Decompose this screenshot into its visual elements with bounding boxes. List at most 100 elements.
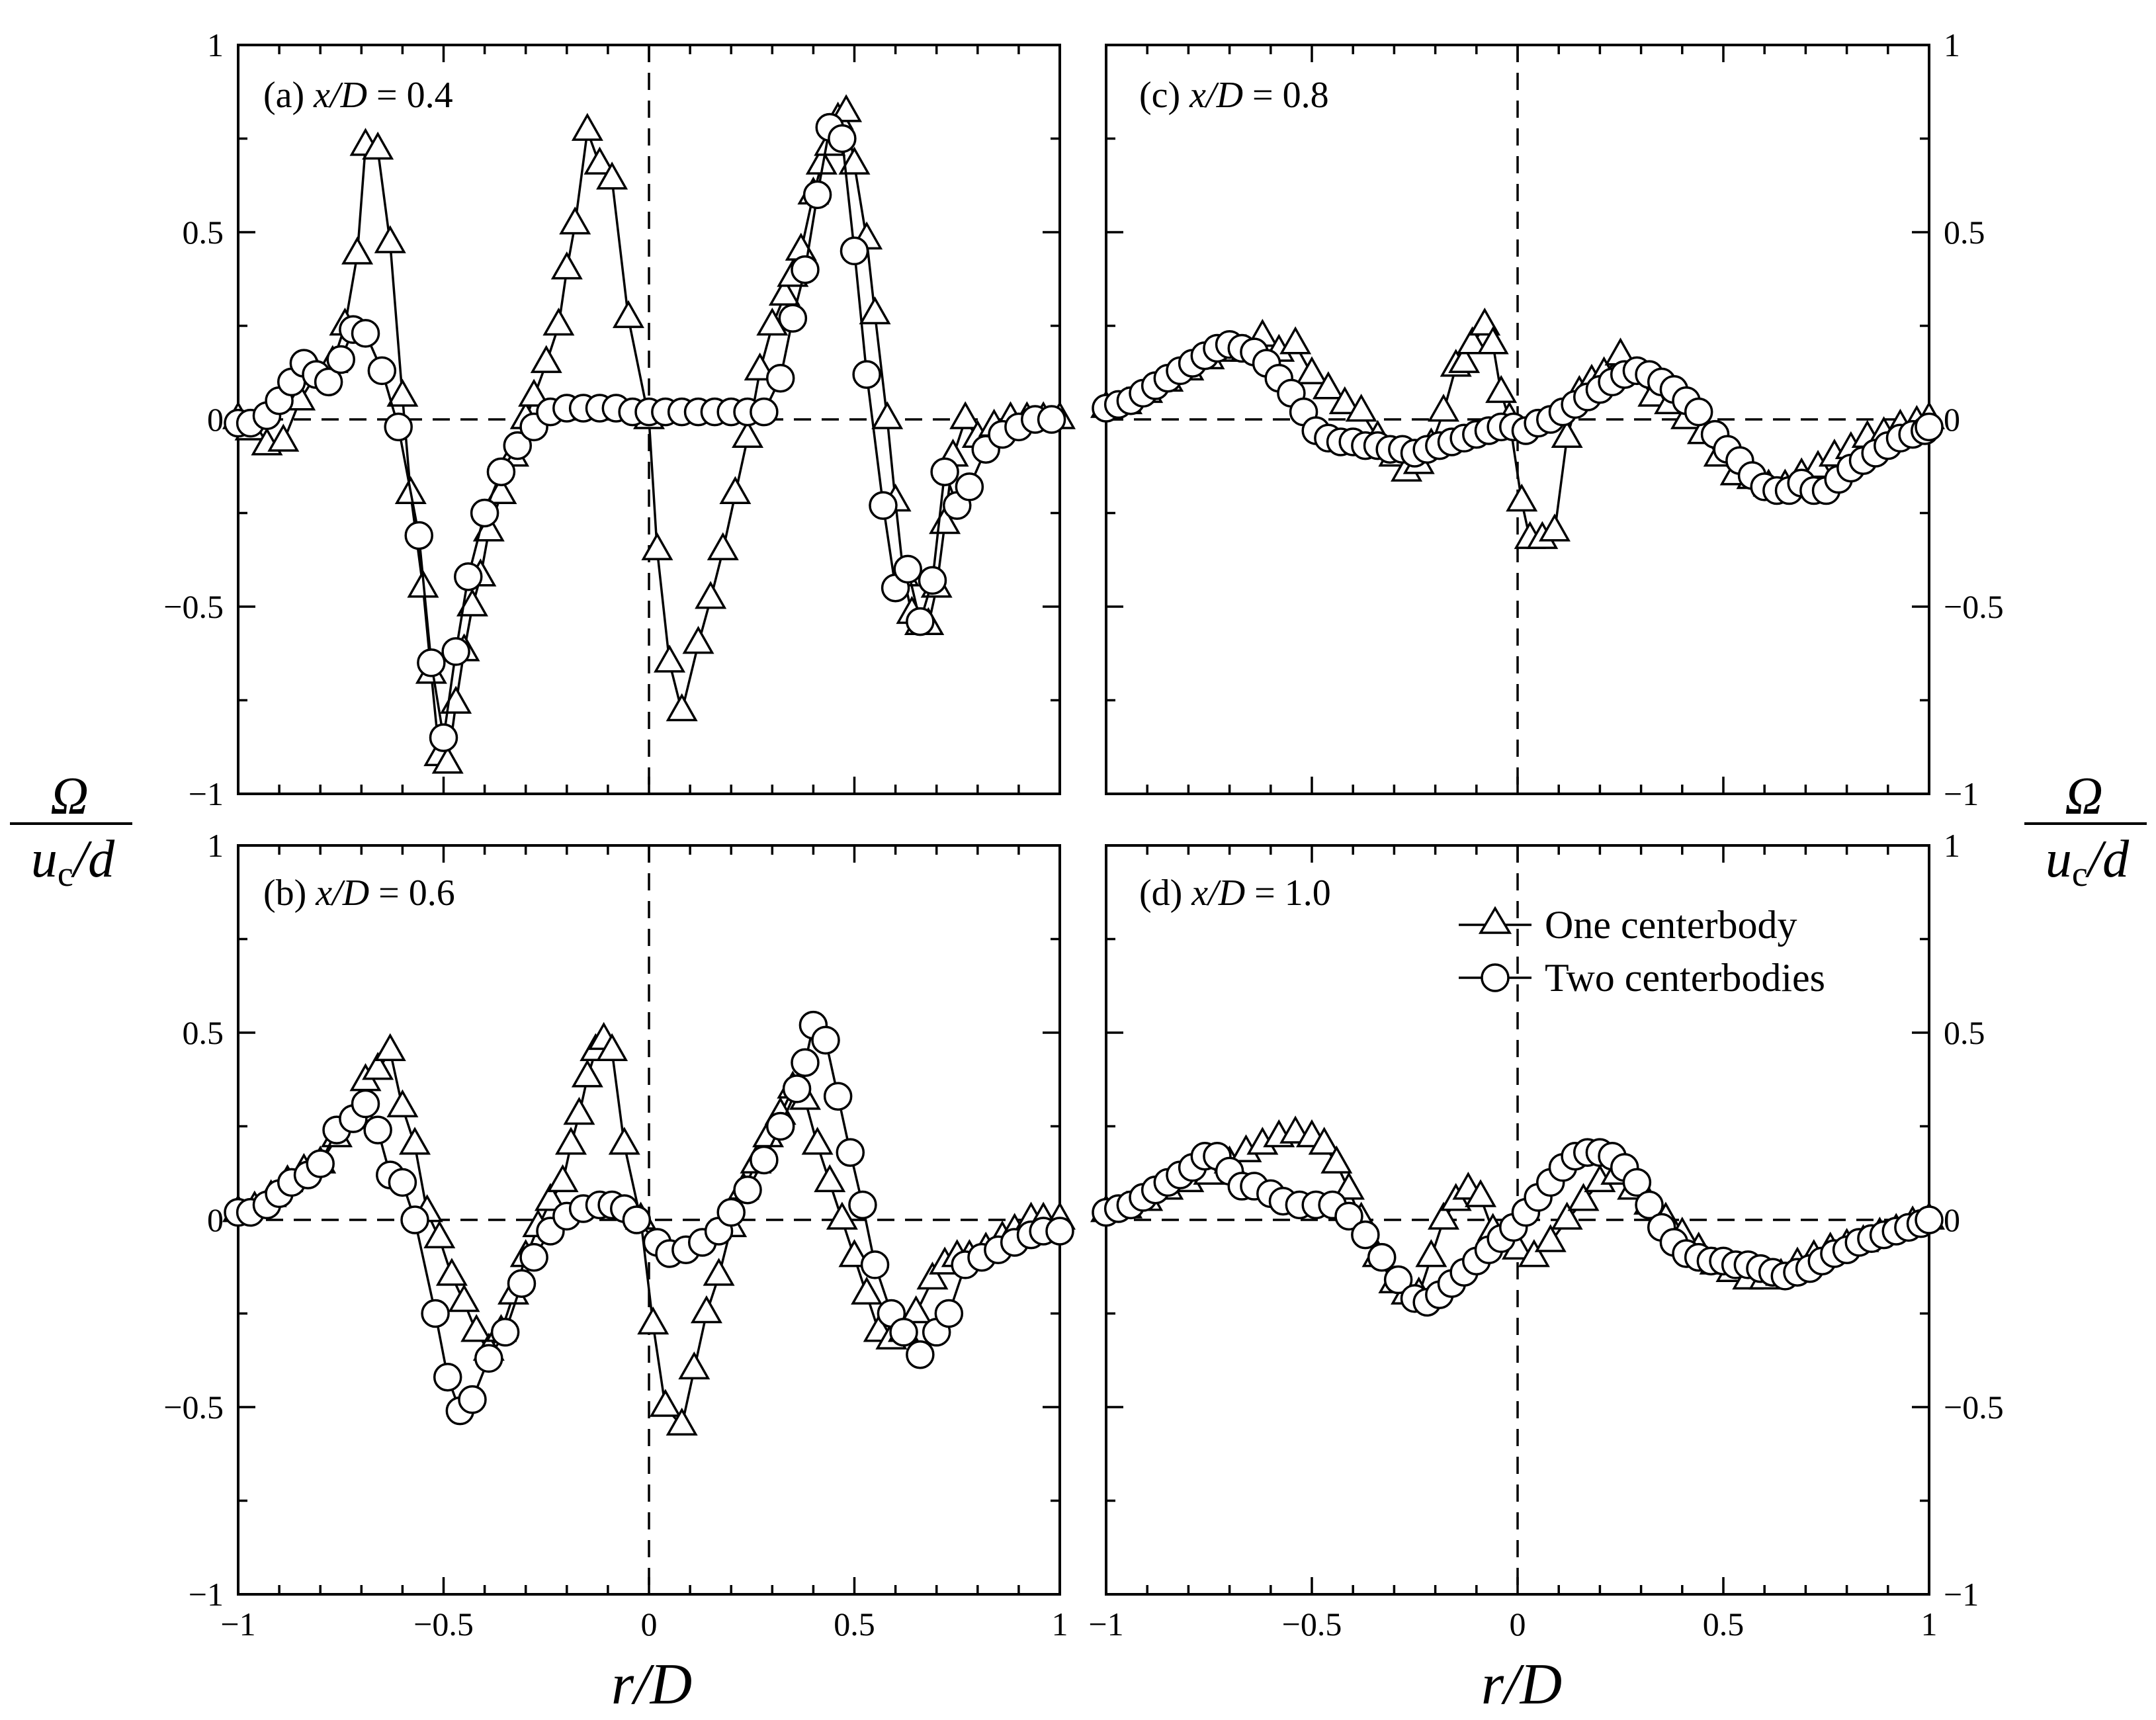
data-point-triangle: [460, 1314, 493, 1342]
data-point-circle: [1915, 1205, 1944, 1234]
data-point-circle: [404, 521, 433, 550]
series-circle: [1092, 330, 1944, 505]
data-point-circle: [306, 1149, 335, 1178]
data-point-circle: [930, 457, 959, 486]
y-tick-label: 1: [1944, 26, 1960, 64]
data-point-triangle: [1518, 1239, 1550, 1268]
panel-label-prefix: (c): [1139, 75, 1189, 116]
data-point-triangle: [386, 1089, 419, 1117]
data-point-circle: [314, 367, 343, 397]
y-tick-label: 0: [207, 401, 224, 438]
y-tick-label: −1: [189, 1576, 224, 1613]
x-tick-label: 1: [1921, 1606, 1938, 1643]
x-tick-label: −1: [220, 1606, 255, 1643]
data-point-triangle: [563, 1096, 595, 1125]
data-point-circle: [791, 1048, 820, 1078]
data-point-triangle: [1332, 1172, 1365, 1200]
panel-b: 1 0.5 0 −0.5 −1−1 −0.5 0 0.5 1 (b) x/D = 0.6: [163, 827, 1076, 1643]
data-point-circle: [1367, 1242, 1397, 1272]
y-axis-title-right-denominator: uc/d: [2046, 830, 2130, 894]
data-point-triangle: [900, 1295, 932, 1324]
panel-c: 1 0.5 0 −0.5 −1 (c) x/D = 0.8: [1090, 26, 2004, 812]
panel-label-variable: x/D: [313, 75, 367, 116]
data-point-circle: [893, 554, 922, 584]
data-point-circle: [782, 1074, 812, 1103]
data-point-circle: [836, 1138, 865, 1167]
data-point-triangle: [546, 1164, 579, 1193]
y-tick-label: −1: [1944, 775, 1979, 812]
legend-entry-one-centerbody: One centerbody: [1459, 903, 1797, 947]
data-point-triangle: [530, 345, 562, 373]
data-point-circle: [490, 1318, 520, 1347]
data-point-triangle: [1567, 1183, 1600, 1211]
data-point-triangle: [1469, 307, 1501, 336]
data-point-triangle: [456, 588, 488, 617]
data-point-triangle: [1538, 513, 1571, 542]
data-point-circle: [750, 1145, 779, 1175]
data-point-triangle: [542, 307, 575, 336]
data-point-circle: [441, 637, 470, 666]
data-point-circle: [889, 1318, 918, 1347]
data-point-triangle: [838, 146, 871, 175]
x-axis-title-left: r/D: [611, 1653, 692, 1717]
panel-label: (a) x/D = 0.4: [263, 75, 453, 116]
data-point-triangle: [1477, 326, 1509, 355]
panel-label-prefix: (a): [263, 75, 314, 116]
data-point-triangle: [654, 644, 686, 673]
data-point-circle: [470, 498, 499, 528]
data-point-circle: [840, 236, 869, 266]
panel-label-variable: x/D: [1189, 75, 1243, 116]
data-point-triangle: [596, 1033, 628, 1062]
data-point-circle: [417, 648, 446, 677]
y-tick-label: −0.5: [1944, 588, 2004, 625]
y-axis-title-right: Ω uc/d: [2024, 767, 2147, 894]
panel-label-value: = 0.4: [367, 75, 453, 116]
x-tick-label: −1: [1088, 1606, 1123, 1643]
data-point-circle: [1045, 1217, 1074, 1246]
data-point-triangle: [386, 378, 419, 407]
y-tick-label: 1: [1944, 827, 1960, 864]
data-point-triangle: [596, 161, 628, 190]
data-point-circle: [733, 1175, 762, 1205]
y-tick-label: 0.5: [183, 214, 224, 251]
panel-label-prefix: (b): [263, 873, 316, 914]
legend-label-one-centerbody: One centerbody: [1545, 903, 1797, 947]
data-point-triangle: [341, 236, 374, 265]
data-point-circle: [400, 1205, 429, 1234]
x-tick-label: 0: [1510, 1606, 1526, 1643]
data-point-circle: [367, 356, 397, 386]
y-tick-label: 0.5: [1944, 214, 1985, 251]
data-point-triangle: [608, 1127, 640, 1155]
data-point-triangle: [362, 1052, 394, 1080]
data-point-circle: [716, 1197, 746, 1227]
data-point-triangle: [801, 1127, 834, 1155]
legend-circle-icon: [1481, 963, 1510, 992]
data-point-triangle: [707, 532, 739, 560]
data-point-triangle: [1428, 1201, 1460, 1230]
legend-triangle-icon: [1478, 906, 1512, 934]
data-point-triangle: [534, 1183, 566, 1211]
data-point-circle: [860, 1250, 890, 1279]
panel-label: (c) x/D = 0.8: [1139, 75, 1329, 116]
data-point-triangle: [949, 401, 982, 429]
panel-label: (d) x/D = 1.0: [1139, 873, 1331, 914]
data-point-circle: [791, 255, 820, 284]
data-point-circle: [384, 412, 413, 442]
data-point-triangle: [1320, 1145, 1353, 1174]
y-tick-label: −1: [189, 775, 224, 812]
data-point-circle: [906, 607, 935, 636]
data-point-triangle: [871, 401, 904, 429]
legend-entry-two-centerbodies: Two centerbodies: [1459, 956, 1825, 1000]
data-point-circle: [622, 1205, 652, 1234]
data-point-triangle: [571, 1059, 603, 1088]
data-point-triangle: [695, 581, 727, 609]
y-tick-label: 0.5: [183, 1014, 224, 1051]
data-point-circle: [823, 1082, 853, 1111]
data-point-triangle: [374, 1033, 406, 1062]
y-tick-label: −0.5: [163, 588, 224, 625]
data-point-triangle: [838, 1239, 871, 1268]
data-point-triangle: [399, 1127, 431, 1155]
y-tick-label: −1: [1944, 1576, 1979, 1613]
